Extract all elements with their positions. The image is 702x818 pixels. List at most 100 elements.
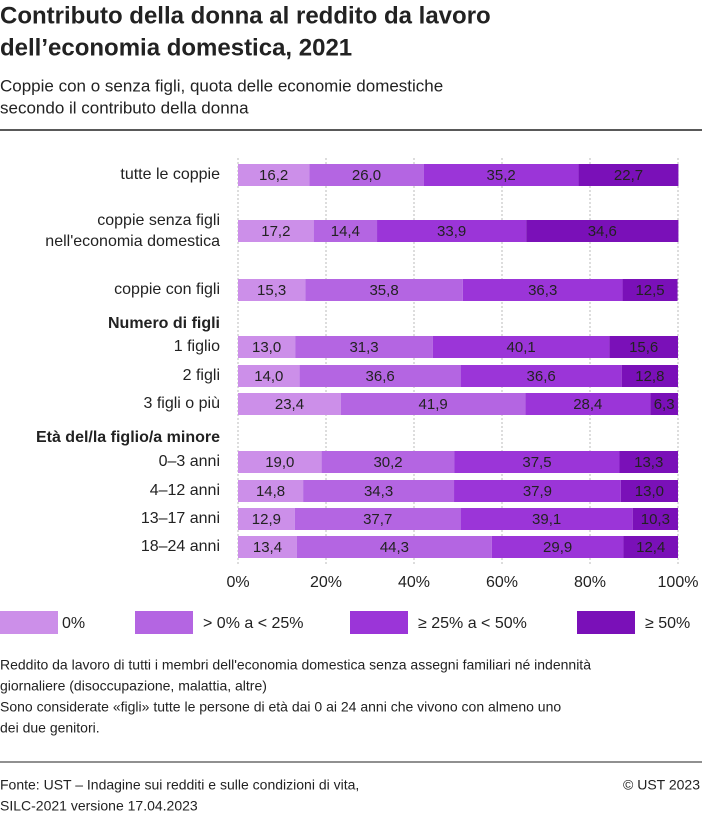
bar-segment [432, 336, 610, 358]
chart-title: dell’economia domestica, 2021 [0, 34, 352, 61]
value-label: 17,2 [261, 223, 290, 240]
note: dei due genitori. [0, 720, 100, 736]
value-label: 36,3 [528, 282, 557, 299]
bar-segment [238, 451, 322, 473]
value-label: 12,9 [252, 511, 281, 528]
x-tick-label: 0% [226, 574, 249, 591]
value-label: 12,4 [636, 539, 665, 556]
value-label: 13,0 [252, 339, 281, 356]
bar-segment [609, 336, 678, 358]
value-label: 31,3 [349, 339, 378, 356]
x-tick-label: 80% [574, 574, 606, 591]
bar-segment [299, 365, 461, 387]
value-label: 13,3 [634, 454, 663, 471]
y-tick-label: 13–17 anni [141, 510, 220, 527]
bar-segment [454, 480, 621, 502]
value-label: 6,3 [654, 396, 675, 413]
value-label: 22,7 [614, 167, 643, 184]
chart-subtitle: secondo il contributo della donna [0, 98, 249, 117]
bar-segment [578, 164, 679, 186]
y-tick-label: 1 figlio [174, 338, 220, 355]
bar-segment [238, 336, 296, 358]
value-label: 12,8 [635, 368, 664, 385]
value-label: 13,0 [635, 483, 664, 500]
legend-label: ≥ 50% [645, 615, 690, 632]
x-tick-label: 60% [486, 574, 518, 591]
value-label: 12,5 [635, 282, 664, 299]
source: SILC-2021 versione 17.04.2023 [0, 798, 198, 814]
chart-title: Contributo della donna al reddito da lav… [0, 2, 491, 29]
bar-segment [296, 536, 492, 558]
bar-segment [621, 365, 678, 387]
bar-segment [620, 480, 678, 502]
bar-segment [460, 508, 633, 530]
bar-segment [238, 536, 297, 558]
note: Reddito da lavoro di tutti i membri dell… [0, 657, 591, 673]
value-label: 44,3 [380, 539, 409, 556]
bar-segment [491, 536, 624, 558]
bar-segment [462, 279, 623, 301]
bar-segment [377, 220, 527, 242]
y-tick-label: coppie con figli [114, 281, 220, 298]
group-header: Numero di figli [108, 315, 220, 332]
value-label: 37,5 [522, 454, 551, 471]
value-label: 36,6 [527, 368, 556, 385]
value-label: 14,0 [254, 368, 283, 385]
bar-segment [238, 365, 300, 387]
copyright: © UST 2023 [623, 777, 700, 793]
y-tick-label: 4–12 anni [150, 482, 220, 499]
bar-segment [303, 480, 455, 502]
x-tick-label: 100% [658, 574, 699, 591]
value-label: 35,8 [369, 282, 398, 299]
bar-segment [632, 508, 678, 530]
value-label: 10,3 [641, 511, 670, 528]
value-label: 13,4 [253, 539, 282, 556]
value-label: 37,7 [363, 511, 392, 528]
legend-label: ≥ 25% a < 50% [418, 615, 527, 632]
bar-segment [623, 536, 678, 558]
bar-segment [526, 220, 679, 242]
legend-label: 0% [62, 615, 85, 632]
value-label: 14,4 [331, 223, 360, 240]
value-label: 36,6 [366, 368, 395, 385]
y-tick-label: 3 figli o più [144, 395, 221, 412]
value-label: 30,2 [373, 454, 402, 471]
value-label: 16,2 [259, 167, 288, 184]
bar-segment [238, 279, 306, 301]
bar-segment [238, 164, 310, 186]
value-label: 33,9 [437, 223, 466, 240]
bar-segment [313, 220, 378, 242]
bar-segment [305, 279, 463, 301]
value-label: 41,9 [419, 396, 448, 413]
bar-segment [619, 451, 678, 473]
legend-swatch [350, 611, 408, 634]
bar-segment [238, 393, 341, 415]
bar-segment [622, 279, 678, 301]
bar-segment [295, 336, 433, 358]
source: Fonte: UST – Indagine sui redditi e sull… [0, 777, 359, 793]
bar-segment [321, 451, 455, 473]
y-tick-label: 0–3 anni [159, 453, 220, 470]
value-label: 15,3 [257, 282, 286, 299]
bar-segment [294, 508, 461, 530]
value-label: 26,0 [352, 167, 381, 184]
legend-swatch [135, 611, 193, 634]
chart-subtitle: Coppie con o senza figli, quota delle ec… [0, 76, 443, 95]
legend-swatch [0, 611, 58, 634]
value-label: 15,6 [629, 339, 658, 356]
group-header: Età del/la figlio/a minore [36, 429, 220, 446]
bar-segment [525, 393, 651, 415]
bar-segment [340, 393, 526, 415]
note: giornaliere (disoccupazione, malattia, a… [0, 678, 267, 694]
x-tick-label: 40% [398, 574, 430, 591]
y-tick-label: 18–24 anni [141, 538, 220, 555]
bar-segment [238, 220, 314, 242]
note: Sono considerate «figli» tutte le person… [0, 699, 561, 715]
bar-segment [238, 480, 304, 502]
legend-label: > 0% a < 25% [203, 615, 304, 632]
value-label: 14,8 [256, 483, 285, 500]
value-label: 29,9 [543, 539, 572, 556]
bar-segment [238, 508, 295, 530]
y-tick-label: coppie senza figli nell'economia domestic… [45, 212, 220, 250]
y-tick-label: 2 figli [183, 367, 220, 384]
